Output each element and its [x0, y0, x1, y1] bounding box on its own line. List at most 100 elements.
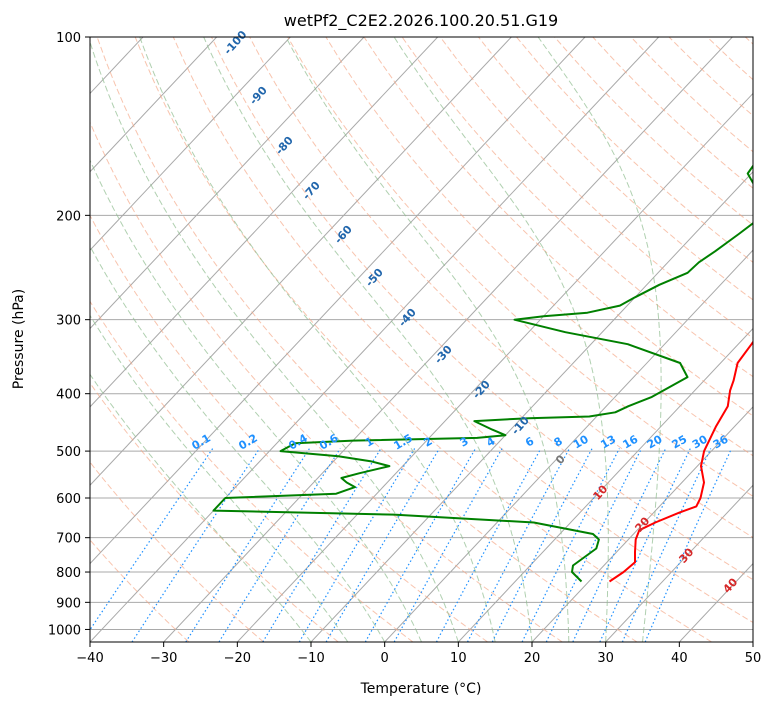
y-tick-label: 500	[56, 445, 81, 460]
dry-adiabat-line	[439, 37, 753, 339]
moist-adiabat-line	[90, 159, 422, 642]
dry-adiabat-line	[325, 37, 753, 457]
mixing-ratio-line	[572, 448, 667, 642]
isotherm-line	[90, 37, 365, 330]
dry-adiabat-line	[90, 382, 339, 642]
x-tick-label: 40	[671, 651, 688, 666]
y-tick-label: 100	[56, 31, 81, 46]
isotherm-line	[605, 484, 753, 642]
x-tick-label: 20	[524, 651, 541, 666]
mixing-ratio-label: 25	[669, 433, 689, 452]
mixing-ratio-line	[466, 448, 570, 642]
isotherm-line	[90, 37, 586, 565]
moist-adiabat-line	[285, 37, 570, 642]
mixing-ratio-line	[90, 448, 214, 631]
dry-adiabat-label: -40	[396, 306, 419, 330]
mixing-ratio-label: 2	[421, 435, 434, 450]
dry-adiabat-line	[401, 37, 753, 378]
x-tick-label: 0	[381, 651, 389, 666]
dry-adiabat-line	[249, 37, 753, 539]
profile-lines	[212, 164, 753, 583]
isotherm-line	[752, 641, 753, 642]
dry-adiabat-line	[90, 300, 414, 642]
mixing-ratio-line	[218, 448, 341, 642]
y-axis-label: Pressure (hPa)	[11, 289, 27, 389]
dry-adiabat-line	[90, 214, 488, 642]
mixing-ratio-label: 0.2	[236, 432, 259, 453]
dry-adiabat-label: -30	[432, 343, 455, 367]
mixing-ratio-line	[298, 448, 416, 642]
mixing-ratio-line	[364, 448, 477, 642]
isotherm-line	[90, 37, 660, 642]
isotherm-line	[678, 562, 753, 642]
dry-adiabat-label: 40	[720, 575, 740, 595]
dry-adiabat-label: -80	[273, 134, 296, 158]
dry-adiabat-label: -20	[470, 378, 493, 402]
x-tick-label: −20	[224, 651, 251, 666]
mixing-ratio-label: 0.1	[190, 432, 213, 453]
dry-adiabat-line	[363, 37, 753, 417]
dry-adiabat-line	[90, 539, 190, 642]
moist-adiabat-line	[203, 37, 533, 642]
dry-adiabat-label: -100	[221, 28, 249, 57]
dry-adiabat-label: -60	[332, 223, 355, 247]
line-labels: -100-90-80-70-60-50-40-30-20-10010203040…	[190, 28, 741, 596]
x-tick-label: −40	[76, 651, 103, 666]
mixing-ratio-label: 1	[363, 435, 376, 450]
dry-adiabat-label: -90	[247, 84, 270, 108]
moist-adiabat-line	[537, 37, 662, 642]
y-tick-label: 900	[56, 596, 81, 611]
moist-adiabat-line	[90, 314, 349, 642]
temperature-line	[608, 340, 753, 583]
mixing-ratio-label: 8	[552, 435, 565, 450]
dry-adiabat-line	[96, 37, 638, 642]
dry-adiabat-line	[744, 37, 753, 45]
moist-adiabat-line	[90, 40, 459, 642]
mixing-ratio-label: 20	[645, 432, 665, 451]
dry-adiabat-label: -70	[300, 179, 323, 203]
mixing-ratio-line	[491, 448, 593, 642]
mixing-ratio-line	[545, 448, 643, 642]
isotherm-line	[90, 37, 218, 173]
dry-adiabat-line	[706, 37, 753, 81]
dry-adiabat-line	[172, 37, 753, 624]
x-tick-label: −10	[297, 651, 324, 666]
mixing-ratio-line	[599, 448, 691, 642]
dry-adiabat-line	[211, 37, 753, 581]
mixing-ratio-label: 30	[690, 432, 710, 451]
mixing-ratio-label: 10	[571, 432, 591, 451]
mixing-ratio-label: 3	[458, 435, 471, 450]
dry-adiabat-line	[554, 37, 753, 226]
y-axis: 100 200 300 400 500 600 700 800 900 1000	[48, 31, 90, 638]
moist-adiabat-line	[393, 37, 609, 642]
x-tick-label: 10	[450, 651, 467, 666]
plot-frame	[89, 36, 754, 643]
moist-adiabat-line	[90, 245, 386, 642]
y-tick-label: 400	[56, 388, 81, 403]
dry-adiabat-line	[478, 37, 753, 301]
dry-adiabat-line	[90, 121, 563, 642]
mixing-ratio-label: 6	[523, 434, 536, 449]
isotherm-line	[90, 37, 512, 486]
y-tick-label: 600	[56, 492, 81, 507]
dewpoint-line	[212, 164, 753, 583]
mixing-ratio-line	[325, 448, 440, 642]
mixing-ratio-line	[644, 448, 733, 642]
x-tick-label: 50	[745, 651, 762, 666]
dry-adiabat-line	[134, 37, 712, 642]
x-axis: −40 −30 −20 −10 0 10 20 30 40 50	[76, 642, 761, 666]
isotherm-line	[90, 37, 439, 408]
y-tick-label: 700	[56, 532, 81, 547]
mixing-ratio-line	[262, 448, 382, 642]
isotherm-line	[457, 327, 753, 642]
y-tick-label: 200	[56, 209, 81, 224]
mixing-ratio-line	[435, 448, 542, 642]
mixing-ratio-line	[185, 448, 311, 642]
mixing-ratio-label: 0.6	[317, 431, 341, 452]
dry-adiabat-line	[90, 461, 264, 642]
background-lines	[90, 37, 753, 642]
isotherm-line	[236, 92, 753, 642]
x-axis-label: Temperature (°C)	[360, 681, 482, 697]
mixing-ratio-label: 13	[598, 433, 618, 452]
